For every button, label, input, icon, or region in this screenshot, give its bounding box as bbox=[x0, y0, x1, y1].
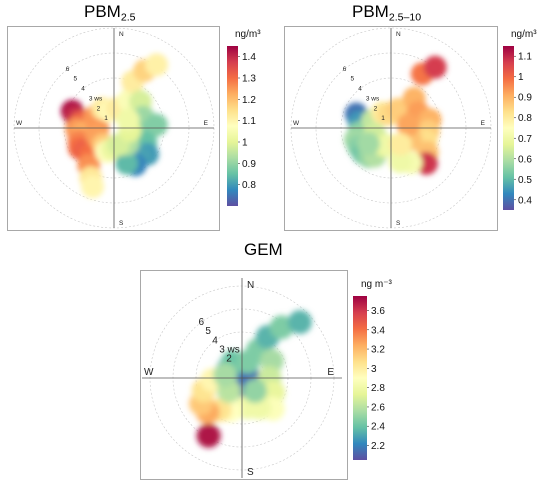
compass-n: N bbox=[119, 31, 124, 38]
compass-s: S bbox=[247, 467, 254, 478]
title-pbm25: PBM2.5 bbox=[84, 2, 136, 24]
colorbar-tick-label-7: 3.6 bbox=[371, 306, 385, 317]
data-cell-25 bbox=[388, 150, 412, 174]
colorbar-tick-label-0: 2.2 bbox=[371, 441, 385, 452]
data-cells bbox=[189, 310, 312, 448]
colorbar-tick-label-2: 2.6 bbox=[371, 402, 385, 413]
ws-label-3: 3 ws bbox=[89, 95, 103, 102]
title-pbm25-main: PBM bbox=[84, 2, 121, 21]
colorbar-tick-label-5: 1.3 bbox=[242, 74, 256, 85]
ws-label-1: 1 bbox=[381, 115, 385, 122]
data-cell-36 bbox=[116, 108, 140, 132]
data-cell-10 bbox=[287, 310, 312, 335]
ws-label-6: 6 bbox=[66, 66, 70, 73]
colorbar-tick-label-5: 3.2 bbox=[371, 345, 385, 356]
data-cell-26 bbox=[213, 363, 237, 387]
colorbar-tick-label-5: 0.9 bbox=[518, 93, 532, 104]
colorbar bbox=[353, 296, 367, 460]
ws-label-1: 2 bbox=[226, 354, 232, 365]
colorbar-tick-label-6: 3.4 bbox=[371, 325, 385, 336]
colorbar-tick-label-6: 1.4 bbox=[242, 52, 256, 63]
title-pbm25-10-main: PBM bbox=[352, 2, 389, 21]
colorbar-tick-label-1: 0.5 bbox=[518, 175, 532, 186]
colorbar-tick-label-4: 0.8 bbox=[518, 113, 532, 124]
ws-label-4: 4 bbox=[81, 86, 85, 93]
colorbar-tick-label-1: 0.9 bbox=[242, 159, 256, 170]
data-cell-29 bbox=[357, 132, 380, 156]
data-cell-23 bbox=[145, 53, 169, 77]
colorbar bbox=[503, 46, 514, 210]
colorbar-unit: ng m⁻³ bbox=[361, 279, 393, 290]
ws-label-2: 2 bbox=[374, 105, 378, 112]
compass-s: S bbox=[396, 220, 401, 227]
ws-label-6: 6 bbox=[343, 66, 347, 73]
colorbar-tick-label-3: 2.8 bbox=[371, 383, 385, 394]
data-cell-32 bbox=[115, 151, 139, 175]
colorbar-tick-label-7: 1.1 bbox=[518, 52, 532, 63]
colorbar-tick-label-4: 3 bbox=[371, 364, 377, 375]
ws-label-3: 4 bbox=[212, 335, 218, 346]
data-cell-25 bbox=[243, 379, 267, 403]
compass-w: W bbox=[293, 120, 300, 127]
colorbar-tick-label-4: 1.2 bbox=[242, 95, 256, 106]
ws-label-4: 5 bbox=[205, 326, 211, 337]
colorbar-tick-label-1: 2.4 bbox=[371, 422, 385, 433]
panel-frame-pbm25 bbox=[7, 26, 220, 231]
colorbar-tick-label-0: 0.8 bbox=[242, 180, 256, 191]
colorbar bbox=[227, 46, 238, 206]
ws-label-2: 3 ws bbox=[219, 344, 240, 355]
compass-w: W bbox=[16, 120, 23, 127]
title-pbm25-10: PBM2.5–10 bbox=[352, 2, 422, 24]
data-cell-28 bbox=[388, 132, 412, 156]
colorbar-tick-label-2: 1 bbox=[242, 138, 248, 149]
compass-n: N bbox=[247, 280, 254, 291]
data-cell-17 bbox=[423, 55, 447, 79]
colorbar-unit: ng/m³ bbox=[511, 29, 537, 40]
ws-label-3: 3 ws bbox=[366, 95, 380, 102]
ws-label-5: 6 bbox=[199, 317, 205, 328]
compass-e: E bbox=[204, 120, 209, 127]
compass-n: N bbox=[396, 31, 401, 38]
data-cells bbox=[343, 55, 447, 175]
colorbar-unit: ng/m³ bbox=[235, 29, 261, 40]
ws-label-1: 1 bbox=[104, 115, 108, 122]
ws-label-2: 2 bbox=[97, 105, 101, 112]
data-cell-23 bbox=[196, 423, 221, 448]
title-pbm25-sub: 2.5 bbox=[120, 11, 136, 24]
colorbar-tick-label-3: 1.1 bbox=[242, 116, 256, 127]
ws-label-5: 5 bbox=[74, 76, 78, 83]
title-pbm25-10-sub: 2.5–10 bbox=[388, 11, 422, 24]
colorbar-tick-label-2: 0.6 bbox=[518, 154, 532, 165]
colorbar-tick-label-3: 0.7 bbox=[518, 134, 532, 145]
compass-e: E bbox=[481, 120, 486, 127]
colorbar-tick-label-0: 0.4 bbox=[518, 195, 532, 206]
title-gem-main: GEM bbox=[244, 240, 283, 259]
colorbar-tick-label-6: 1 bbox=[518, 72, 524, 83]
compass-e: E bbox=[327, 367, 334, 378]
compass-s: S bbox=[119, 220, 124, 227]
data-cell-37 bbox=[81, 175, 105, 199]
data-cell-27 bbox=[396, 113, 420, 137]
compass-w: W bbox=[144, 367, 154, 378]
data-cell-9 bbox=[269, 315, 294, 340]
title-gem: GEM bbox=[244, 240, 283, 260]
ws-label-5: 5 bbox=[351, 76, 355, 83]
ws-label-4: 4 bbox=[358, 86, 362, 93]
data-cells bbox=[60, 53, 169, 199]
